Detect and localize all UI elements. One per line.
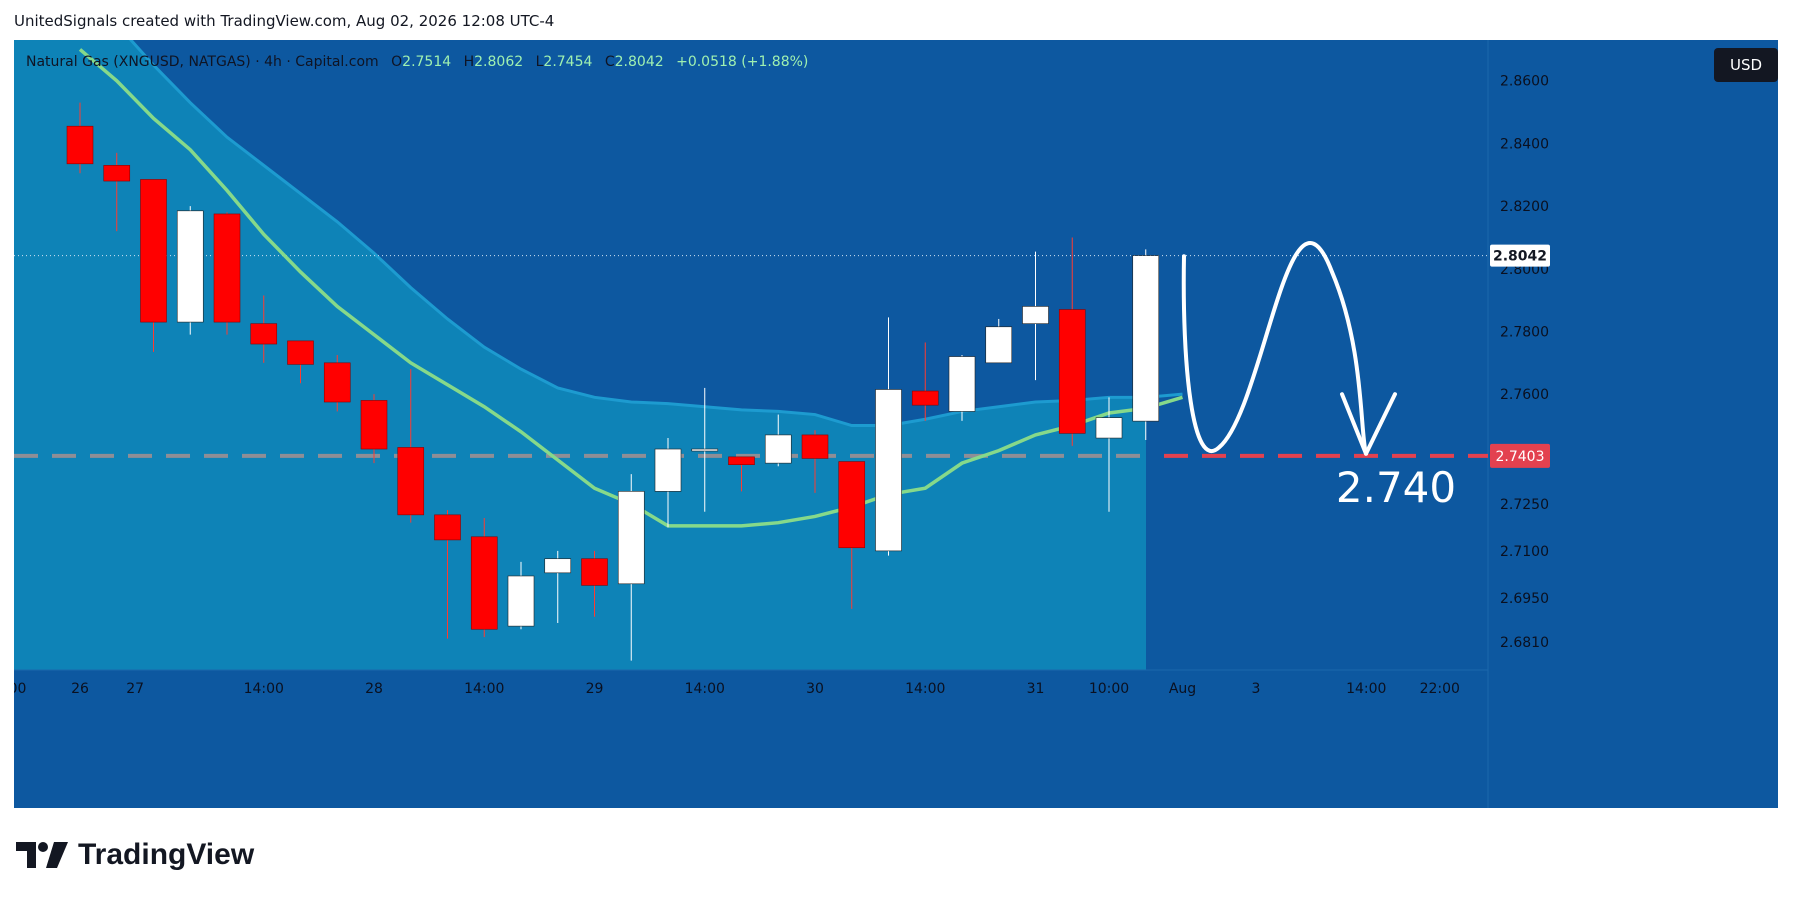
candle-up (544, 558, 572, 574)
candle-up (948, 356, 976, 412)
candle-up (176, 210, 204, 323)
time-axis-tick: 30 (806, 681, 824, 697)
chart-svg[interactable]: 2.7402.86002.84002.82002.80002.78002.760… (14, 40, 1778, 808)
candle-down (397, 447, 425, 516)
tradingview-logo-icon (16, 842, 68, 868)
candle-up (985, 326, 1013, 364)
projection-arrowhead (1340, 392, 1397, 456)
level-price-badge (1490, 443, 1550, 468)
time-axis-tick: 27 (126, 681, 144, 697)
time-axis-tick: Aug (1169, 681, 1196, 697)
target-price-text: 2.740 (1336, 463, 1456, 512)
candle-down (250, 323, 278, 345)
price-axis-tick: 2.6950 (1500, 591, 1549, 607)
candle-down (103, 165, 131, 182)
time-axis-tick: 14:00 (905, 681, 945, 697)
candle-down (434, 514, 461, 541)
candle-down (911, 390, 939, 406)
price-axis-tick: 2.7800 (1500, 324, 1549, 340)
symbol-name: Natural Gas (XNGUSD, NATGAS) · 4h · Capi… (26, 54, 379, 70)
price-axis-tick: 2.8200 (1500, 199, 1549, 215)
price-axis-tick: 2.7600 (1500, 387, 1549, 403)
candle-up (617, 491, 645, 585)
candle-up (875, 389, 902, 552)
price-axis-tick: 2.6810 (1500, 635, 1549, 651)
time-axis-tick: 31 (1027, 681, 1045, 697)
candle-down (581, 558, 608, 586)
projection-arrow-path (1181, 241, 1368, 456)
open-value: 2.7514 (402, 54, 452, 70)
currency-button[interactable]: USD (1714, 48, 1778, 82)
candle-up (507, 575, 535, 627)
candle-down (728, 456, 755, 466)
candle-up (1132, 255, 1160, 422)
candle-up (764, 434, 792, 464)
time-axis-tick: 14:00 (685, 681, 725, 697)
price-axis-tick: 2.7100 (1500, 544, 1549, 560)
candle-up (654, 448, 682, 492)
open-label: O (391, 54, 403, 70)
candle-up (691, 448, 719, 452)
ma-band-upper-line (128, 40, 1183, 428)
close-value: 2.8042 (614, 54, 664, 70)
time-axis-tick: 00 (14, 681, 26, 697)
time-axis-bg (14, 670, 1778, 808)
symbol-legend: Natural Gas (XNGUSD, NATGAS) · 4h · Capi… (26, 54, 808, 70)
price-axis-tick: 2.7250 (1500, 497, 1549, 513)
current-price-label: 2.8042 (1493, 249, 1547, 265)
candle-down (360, 400, 388, 450)
time-axis-tick: 3 (1252, 681, 1261, 697)
low-value: 2.7454 (543, 54, 593, 70)
low-label: L (535, 54, 544, 70)
high-value: 2.8062 (474, 54, 524, 70)
candle-down (838, 461, 866, 549)
time-axis-tick: 28 (365, 681, 383, 697)
time-axis-tick: 14:00 (244, 681, 284, 697)
time-axis-tick: 29 (586, 681, 604, 697)
candle-down (287, 340, 314, 365)
time-axis-tick: 22:00 (1420, 681, 1460, 697)
high-label: H (463, 54, 475, 70)
candle-up (1022, 306, 1049, 324)
tradingview-brand: TradingView (16, 838, 254, 872)
price-axis-tick: 2.8400 (1500, 136, 1549, 152)
time-axis-tick: 14:00 (464, 681, 504, 697)
chart-area[interactable]: 2.740 2.8600 2.8400 2.8200 2.8000 2.7800 2.760… (14, 40, 1778, 808)
candle-down (801, 434, 829, 459)
time-axis-tick: 26 (71, 681, 89, 697)
price-axis-tick: 2.8600 (1500, 74, 1549, 90)
candle-down (323, 362, 351, 403)
candle-down (140, 179, 167, 323)
close-label: C (604, 54, 615, 70)
ma-band-fill (14, 40, 1146, 670)
current-price-badge (1490, 244, 1550, 267)
candle-down (66, 125, 94, 165)
attribution-text: UnitedSignals created with TradingView.c… (14, 12, 555, 30)
candle-up (1095, 417, 1123, 439)
time-axis-tick: 10:00 (1089, 681, 1129, 697)
level-price-label: 2.7403 (1496, 449, 1545, 465)
change-value: +0.0518 (+1.88%) (676, 54, 809, 70)
brand-name: TradingView (78, 838, 255, 871)
candle-down (1058, 309, 1086, 434)
candle-down (213, 213, 241, 323)
candle-down (470, 536, 498, 630)
time-axis-tick: 14:00 (1346, 681, 1386, 697)
